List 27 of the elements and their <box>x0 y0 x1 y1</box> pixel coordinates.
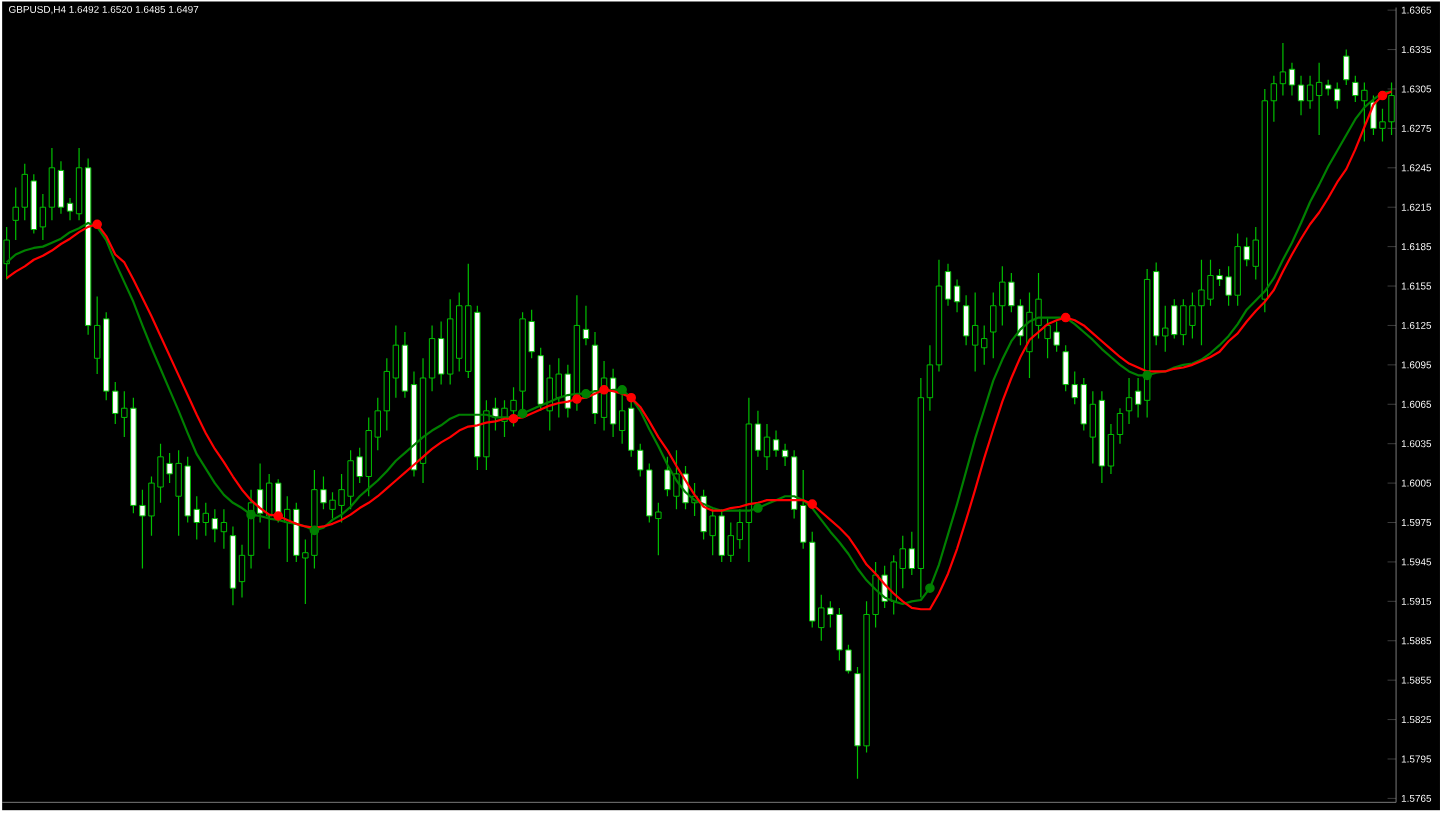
point <box>508 413 519 424</box>
point <box>92 219 102 230</box>
candlestick <box>1297 75 1305 116</box>
point <box>1060 312 1071 323</box>
point <box>626 392 636 403</box>
point <box>246 509 256 520</box>
point <box>753 503 763 513</box>
point <box>617 385 627 395</box>
candlestick <box>1125 377 1133 425</box>
point <box>925 583 935 593</box>
candlestick <box>229 525 237 606</box>
point <box>572 394 582 404</box>
candlestick <box>1288 62 1296 97</box>
candlestick <box>763 423 771 471</box>
candlestick <box>953 278 961 313</box>
candlestick <box>772 429 780 458</box>
point <box>807 499 818 509</box>
point <box>517 408 528 419</box>
point <box>581 388 591 399</box>
point <box>599 385 609 395</box>
point <box>1142 370 1152 381</box>
point <box>309 525 320 536</box>
candlestick <box>3 226 10 281</box>
point <box>1377 90 1388 101</box>
point <box>273 511 283 521</box>
candlestick <box>1306 75 1314 110</box>
candlestick <box>57 160 65 215</box>
